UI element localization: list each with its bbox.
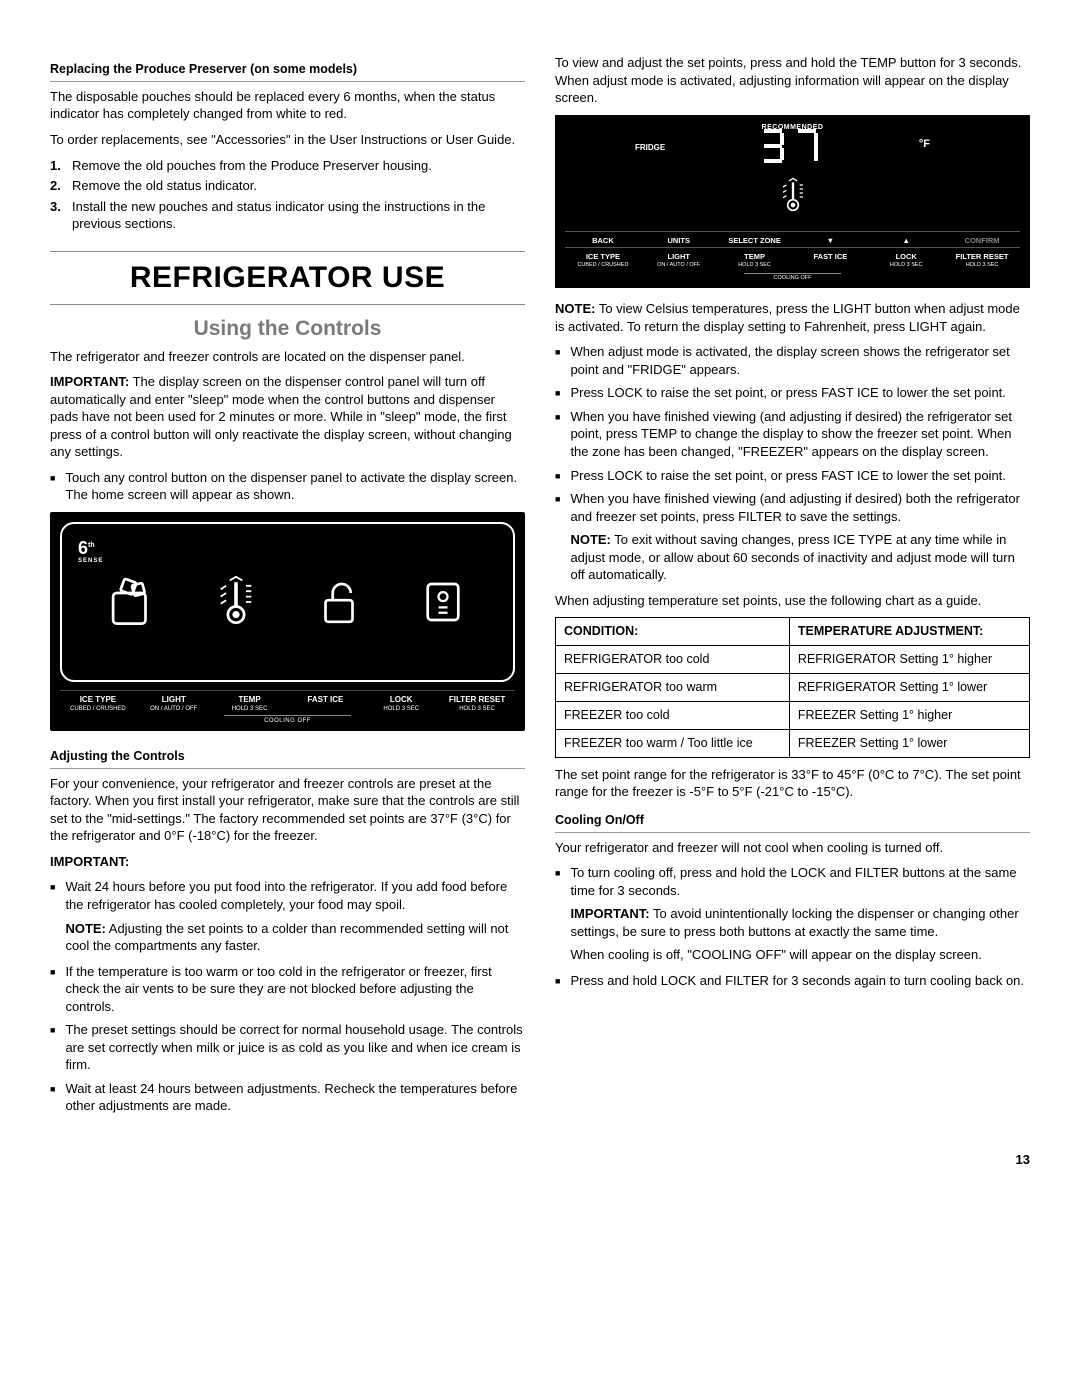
p-important-label: IMPORTANT:: [50, 853, 525, 871]
subhead-replacing: Replacing the Produce Preserver (on some…: [50, 58, 525, 82]
bullet-touch-activate: Touch any control button on the dispense…: [65, 469, 525, 504]
panel-button-row: ICE TYPECUBED / CRUSHED LIGHTON / AUTO /…: [60, 690, 515, 713]
bullet-wait-adjust: Wait at least 24 hours between adjustmen…: [65, 1080, 525, 1115]
temp-display: [758, 129, 828, 165]
steps-list: 1.Remove the old pouches from the Produc…: [50, 157, 525, 233]
bullet-lock-fastice-2: Press LOCK to raise the set point, or pr…: [570, 467, 1005, 485]
p-important-sleep: IMPORTANT: The display screen on the dis…: [50, 373, 525, 461]
p-factory-preset: For your convenience, your refrigerator …: [50, 775, 525, 845]
bullet-preset-correct: The preset settings should be correct fo…: [65, 1021, 525, 1074]
bullet-turn-cooling-on: Press and hold LOCK and FILTER for 3 sec…: [570, 972, 1024, 990]
subhead-cooling: Cooling On/Off: [555, 809, 1030, 833]
btn-filter-reset: FILTER RESETHOLD 3 SEC: [439, 695, 515, 713]
step-1: Remove the old pouches from the Produce …: [72, 157, 432, 175]
degf-label: °F: [919, 137, 930, 152]
cooling-off-label-2: COOLING OFF: [565, 273, 1020, 282]
table-row: FREEZER too coldFREEZER Setting 1° highe…: [556, 702, 1030, 730]
btn-light: LIGHTON / AUTO / OFF: [136, 695, 212, 713]
thermo-icon-small: [565, 177, 1020, 222]
btn-back: BACK: [565, 236, 641, 245]
sixth-sense-logo: 6th SENSE: [78, 536, 103, 565]
bullet-turn-cooling-off: To turn cooling off, press and hold the …: [570, 864, 1030, 966]
recommended-label: RECOMMENDED: [565, 123, 1020, 132]
p-controls-location: The refrigerator and freezer controls ar…: [50, 348, 525, 366]
p-use-chart: When adjusting temperature set points, u…: [555, 592, 1030, 610]
unlock-icon: [316, 575, 362, 629]
btn-lock: LOCKHOLD 3 SEC: [363, 695, 439, 713]
right-column: To view and adjust the set points, press…: [555, 50, 1030, 1121]
cooling-off-label: COOLING OFF: [60, 715, 515, 725]
btn-units: UNITS: [641, 236, 717, 245]
panel2-botrow: ICE TYPECUBED / CRUSHED LIGHTON / AUTO /…: [565, 247, 1020, 271]
filter-icon: [420, 575, 466, 629]
dispenser-panel-home: 6th SENSE: [50, 512, 525, 731]
bullet-check-vents: If the temperature is too warm or too co…: [65, 963, 525, 1016]
btn-down: ▼: [792, 236, 868, 245]
btn-fast-ice: FAST ICE: [287, 695, 363, 713]
table-row: REFRIGERATOR too coldREFRIGERATOR Settin…: [556, 646, 1030, 674]
fridge-label: FRIDGE: [635, 143, 665, 154]
btn-ice-type: ICE TYPECUBED / CRUSHED: [60, 695, 136, 713]
bullet-press-temp: When you have finished viewing (and adju…: [570, 408, 1030, 461]
btn-temp: TEMPHOLD 3 SEC: [212, 695, 288, 713]
title-refrigerator-use: REFRIGERATOR USE: [50, 251, 525, 306]
panel2-midrow: BACK UNITS SELECT ZONE ▼ ▲ CONFIRM: [565, 231, 1020, 247]
btn-select-zone: SELECT ZONE: [717, 236, 793, 245]
btn-confirm: CONFIRM: [944, 236, 1020, 245]
table-row: REFRIGERATOR too warmREFRIGERATOR Settin…: [556, 674, 1030, 702]
btn-up: ▲: [868, 236, 944, 245]
p-note-celsius: NOTE: To view Celsius temperatures, pres…: [555, 300, 1030, 335]
p-setpoint-range: The set point range for the refrigerator…: [555, 766, 1030, 801]
p-order: To order replacements, see "Accessories"…: [50, 131, 525, 149]
p-view-adjust: To view and adjust the set points, press…: [555, 54, 1030, 107]
dispenser-panel-adjust: RECOMMENDED FRIDGE °F: [555, 115, 1030, 289]
page-number: 13: [50, 1151, 1030, 1169]
th-condition: CONDITION:: [556, 618, 790, 646]
bullet-filter-save: When you have finished viewing (and adju…: [570, 490, 1030, 586]
table-row: FREEZER too warm / Too little iceFREEZER…: [556, 729, 1030, 757]
step-3: Install the new pouches and status indic…: [72, 198, 525, 233]
bullet-wait24: Wait 24 hours before you put food into t…: [65, 878, 525, 956]
btn2-lock: LOCKHOLD 3 SEC: [868, 252, 944, 269]
thermometer-icon: [213, 575, 259, 629]
btn2-filter-reset: FILTER RESETHOLD 3 SEC: [944, 252, 1020, 269]
seven-seg-37: [758, 129, 828, 165]
section-using-controls: Using the Controls: [50, 315, 525, 343]
condition-table: CONDITION: TEMPERATURE ADJUSTMENT: REFRI…: [555, 617, 1030, 757]
left-column: Replacing the Produce Preserver (on some…: [50, 50, 525, 1121]
ice-cubes-icon: [109, 575, 155, 629]
bullet-lock-fastice-1: Press LOCK to raise the set point, or pr…: [570, 384, 1005, 402]
btn2-ice-type: ICE TYPECUBED / CRUSHED: [565, 252, 641, 269]
btn2-light: LIGHTON / AUTO / OFF: [641, 252, 717, 269]
panel-screen: 6th SENSE: [60, 522, 515, 682]
subhead-adjusting: Adjusting the Controls: [50, 745, 525, 769]
p-disposable: The disposable pouches should be replace…: [50, 88, 525, 123]
step-2: Remove the old status indicator.: [72, 177, 257, 195]
btn2-fast-ice: FAST ICE: [792, 252, 868, 269]
th-adjustment: TEMPERATURE ADJUSTMENT:: [789, 618, 1029, 646]
btn2-temp: TEMPHOLD 3 SEC: [717, 252, 793, 269]
bullet-adjust-activated: When adjust mode is activated, the displ…: [570, 343, 1030, 378]
p-cooling-off-intro: Your refrigerator and freezer will not c…: [555, 839, 1030, 857]
